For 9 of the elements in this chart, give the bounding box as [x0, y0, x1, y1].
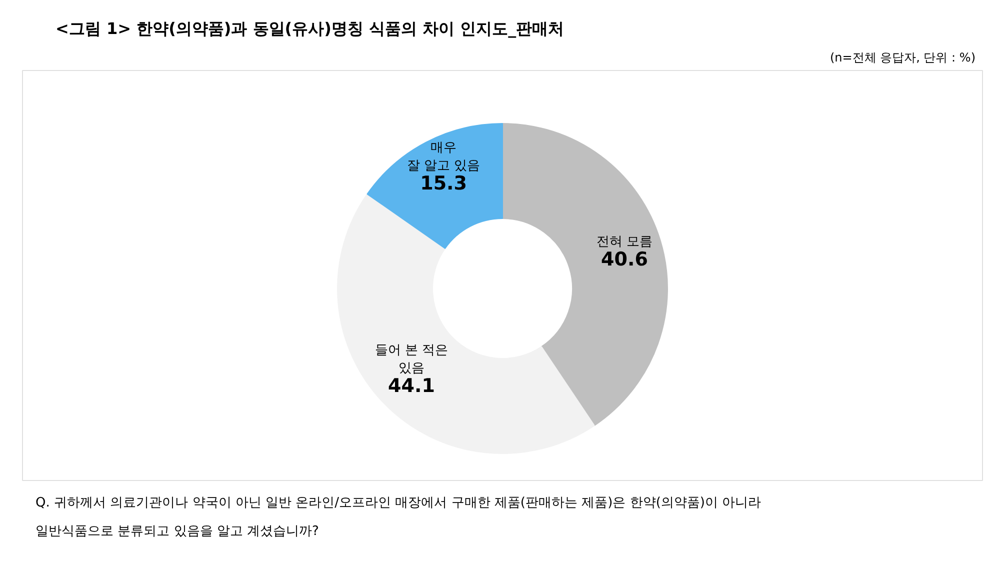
slice-label: 전혀 모름: [596, 234, 653, 250]
data-label: 44.1: [388, 374, 435, 397]
text: (n=전체 응답자, 단위 : %): [830, 50, 976, 64]
data-label: 15.3: [420, 172, 467, 194]
slice-label: 들어 본 적은 있음: [374, 342, 448, 376]
text: Q. 귀하께서 의료기관이나 약국이 아닌 일반 온라인/오프라인 매장에서 구매한 제품(판매하는 제품)은 한약(의약품)이 아니라 일반식품으로 분류되고 있음을 알고 계셨습니까?: [36, 496, 762, 539]
chart-title: <그림 1> 한약(의약품)과 동일(유사)명칭 식품의 차이 인지도_판매처: [56, 19, 564, 38]
data-label: 40.6: [601, 248, 648, 270]
slice-label: 매우 잘 알고 있음: [406, 140, 480, 174]
